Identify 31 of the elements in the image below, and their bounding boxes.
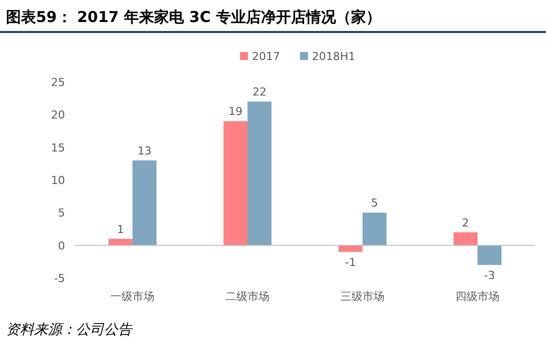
bar [338,245,362,252]
x-tick-label: 四级市场 [456,290,500,303]
y-tick-label: 25 [51,76,65,89]
bar [362,212,386,246]
text: 资料来源：公司公告 [6,322,133,338]
data-label: 2 [462,216,469,230]
bar [132,160,156,246]
data-label: 13 [138,144,152,158]
y-tick-label: 10 [51,174,65,187]
x-tick-label: 一级市场 [110,290,154,303]
y-tick-label: 20 [51,108,65,122]
legend-label: 2017 [252,50,280,63]
bar [248,102,272,246]
data-label: 22 [252,86,266,99]
bar [108,238,132,246]
y-tick-label: 0 [58,239,65,252]
data-label: 19 [228,105,242,118]
data-label: -1 [345,256,356,269]
x-tick-label: 三级市场 [340,290,384,303]
data-label: -3 [484,268,495,282]
bar [224,121,248,246]
y-tick-label: 5 [58,206,65,220]
x-tick-label: 二级市场 [226,290,270,303]
y-tick-label: 15 [51,141,65,154]
y-tick-label: -5 [54,272,65,285]
chart-title: 图表59： 2017 年来家电 3C 专业店净开店情况（家） [6,8,381,26]
bar [478,245,502,265]
data-label: 5 [371,196,378,210]
data-label: 1 [117,222,124,236]
bar [454,232,478,246]
legend-label: 2018H1 [312,50,356,63]
